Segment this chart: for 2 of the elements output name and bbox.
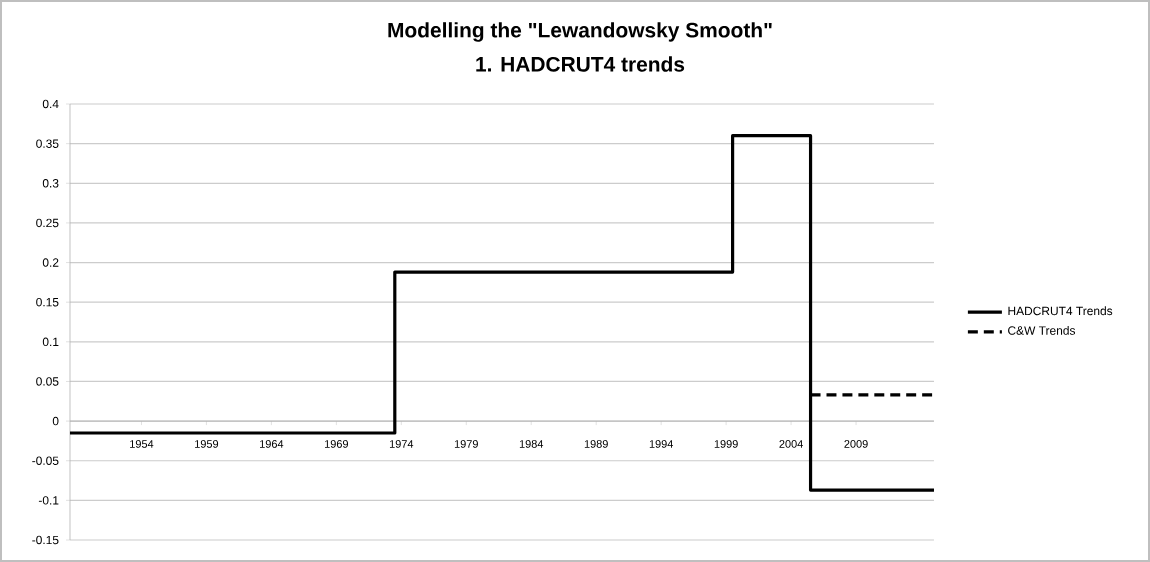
- chart-subtitle: 1. HADCRUT4 trends: [476, 56, 685, 72]
- chart-title: Modelling the "Lewandowsky Smooth": [388, 22, 772, 42]
